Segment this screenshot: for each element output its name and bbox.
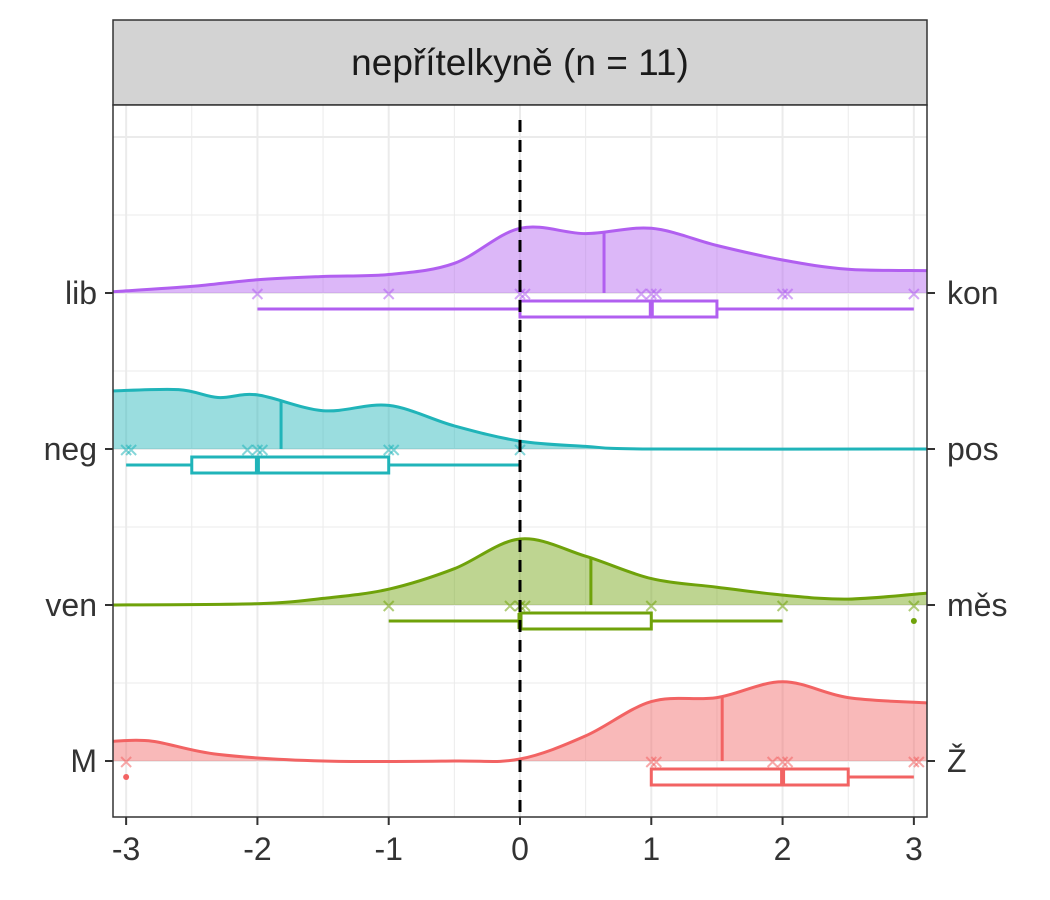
x-tick-label: -2	[243, 831, 271, 867]
box-iqr	[649, 767, 850, 787]
box-iqr	[190, 455, 391, 475]
x-tick-label: 3	[905, 831, 923, 867]
y-label-right: Ž	[947, 743, 967, 779]
y-label-left: lib	[65, 275, 97, 311]
data-point	[125, 444, 137, 456]
y-label-left: M	[70, 743, 97, 779]
x-tick-label: 0	[511, 831, 529, 867]
data-point	[256, 444, 269, 456]
data-point	[908, 756, 920, 768]
data-point	[120, 756, 132, 768]
data-point	[781, 288, 794, 300]
data-point	[504, 600, 516, 612]
y-axis-left: lib neg ven M	[44, 275, 113, 779]
x-tick-label: 2	[774, 831, 792, 867]
density-curve	[112, 680, 928, 764]
density-area	[113, 226, 927, 293]
x-tick-label: 1	[642, 831, 660, 867]
data-point	[514, 288, 526, 300]
data-point	[383, 444, 395, 456]
data-point	[120, 444, 132, 456]
data-point	[645, 600, 657, 612]
density-area	[113, 389, 927, 450]
box-iqr	[518, 299, 719, 319]
outlier-point	[910, 618, 917, 624]
data-point	[251, 288, 264, 300]
y-label-right: měs	[947, 587, 1007, 623]
data-point	[650, 756, 662, 768]
y-label-right: pos	[947, 431, 999, 467]
x-tick-label: -3	[112, 831, 140, 867]
data-point	[776, 756, 789, 768]
row-M	[112, 680, 928, 787]
y-axis-right: kon pos měs Ž	[927, 275, 1007, 779]
data-point	[251, 444, 264, 456]
box-iqr	[518, 611, 653, 631]
facet-strip-background	[112, 19, 928, 106]
density-curve	[112, 537, 928, 607]
data-point	[908, 600, 920, 612]
data-point	[766, 756, 779, 768]
x-axis: -3 -2 -1 0 1 2 3	[112, 817, 923, 867]
data-point	[776, 288, 789, 300]
facet-strip: nepřítelkyně (n = 11)	[112, 19, 928, 106]
facet-strip-title: nepřítelkyně (n = 11)	[351, 42, 689, 83]
data-point	[908, 288, 920, 300]
data-point	[388, 444, 400, 456]
y-label-left: ven	[45, 587, 97, 623]
data-point	[383, 600, 395, 612]
data-point	[913, 756, 925, 768]
row-neg	[112, 387, 928, 475]
outlier-point	[123, 774, 130, 780]
data-point	[776, 600, 789, 612]
data-point	[645, 288, 657, 300]
data-point	[650, 288, 662, 300]
data-point	[635, 288, 647, 300]
density-curve	[112, 387, 928, 451]
data-point	[645, 756, 657, 768]
data-point	[241, 444, 254, 456]
data-point	[519, 600, 531, 612]
data-point	[519, 288, 531, 300]
data-point	[781, 756, 794, 768]
data-point	[383, 288, 395, 300]
y-label-right: kon	[947, 275, 999, 311]
y-label-left: neg	[44, 431, 97, 467]
plot-panel	[112, 104, 928, 818]
x-tick-label: -1	[374, 831, 402, 867]
